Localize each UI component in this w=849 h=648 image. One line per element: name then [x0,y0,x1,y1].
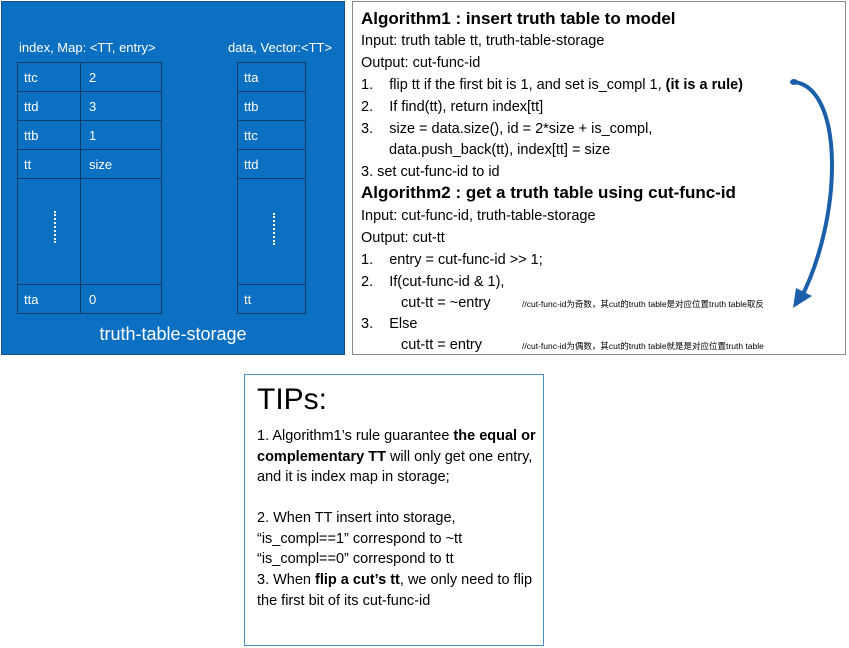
algorithm1-output: Output: cut-func-id [361,55,481,71]
algorithm1-step4: 3. set cut-func-id to id [361,164,500,180]
tip-1-rest: will only get one entry, and it is index… [257,448,533,486]
map-last-key: tta [24,291,39,307]
algorithm1-title: Algorithm1 : insert truth table to model [361,9,676,28]
index-map-table: ttc 2 ttd 3 ttb 1 tt size tta 0 [17,62,162,314]
truth-table-storage-panel: index, Map: <TT, entry> data, Vector:<TT… [1,1,345,355]
vector-ellipsis [273,213,278,245]
vector-caption: data, Vector:<TT> [228,40,333,55]
algorithm2-step3-comment: //cut-func-id为偶数，其cut的truth table就是是对应位置… [522,341,764,351]
algorithm1-step3-cont: data.push_back(tt), index[tt] = size [389,142,611,158]
vector-row-1: tta [238,63,305,92]
map-row-2-value: 3 [81,92,161,121]
tip-3: 3. When flip a cut’s tt, we only need to… [257,570,537,611]
map-caption: index, Map: <TT, entry> [19,40,156,55]
step-text: flip tt if the first bit is 1, and set i… [389,77,666,93]
algorithm2-title: Algorithm2 : get a truth table using cut… [361,183,736,202]
algorithms-panel: Algorithm1 : insert truth table to model… [352,1,846,355]
map-row-3-key: ttb [18,121,80,150]
tips-panel: TIPs: 1. Algorithm1’s rule guarantee the… [244,374,544,646]
tip-1-bold: the equal or complementary TT [257,428,536,465]
step-number: 2. [361,274,374,290]
algorithm2-step2-cont: cut-tt = ~entry [401,295,491,311]
algorithm1-step1: 1. flip tt if the first bit is 1, and se… [361,75,743,95]
step-number: 1. [361,77,374,93]
algorithm2-step3: 3. Else [361,314,417,334]
vector-last: tt [244,291,252,307]
step-text: size = data.size(), id = 2*size + is_com… [389,121,653,137]
algorithm2-step2-comment: //cut-func-id为奇数，其cut的truth table是对应位置tr… [522,299,764,309]
map-row-4-value: size [81,150,161,179]
tip-1-text: 1. Algorithm1’s rule guarantee [257,428,454,444]
step-number: 3. [361,316,374,332]
step-number: 2. [361,99,374,115]
algorithm1-step3: 3. size = data.size(), id = 2*size + is_… [361,119,652,139]
map-row-4-key: tt [18,150,80,179]
tip-3-text: 3. When [257,572,316,588]
map-row-2-key: ttd [18,92,80,121]
map-last-value: 0 [89,291,97,307]
map-row-1-key: ttc [18,63,80,92]
tip-3-bold: flip a cut’s tt [315,572,400,588]
vector-row-3: ttc [238,121,305,150]
tips-title: TIPs: [257,383,328,416]
rule-note: (it is a rule) [665,77,743,93]
algorithm1-step2: 2. If find(tt), return index[tt] [361,97,543,117]
tip-1: 1. Algorithm1’s rule guarantee the equal… [257,426,537,488]
algorithm2-input: Input: cut-func-id, truth-table-storage [361,208,596,224]
tip-3-rest: , we only need to flip the first bit of … [257,572,533,609]
map-ellipsis [54,211,59,243]
step-text: entry = cut-func-id >> 1; [389,252,543,268]
storage-title: truth-table-storage [99,324,247,344]
step-text: If(cut-func-id & 1), [389,274,505,290]
map-row-3-value: 1 [81,121,161,150]
algorithm2-step1: 1. entry = cut-func-id >> 1; [361,250,543,270]
algorithm2-step3-cont: cut-tt = entry [401,337,482,353]
algorithm2-step2: 2. If(cut-func-id & 1), [361,272,504,292]
data-vector-table: tta ttb ttc ttd tt [237,62,306,314]
step-number: 3. [361,121,374,137]
step-number: 1. [361,252,374,268]
vector-row-2: ttb [238,92,305,121]
algorithm1-input: Input: truth table tt, truth-table-stora… [361,33,605,49]
step-text: Else [389,316,418,332]
step-text: If find(tt), return index[tt] [389,99,544,115]
map-row-1-value: 2 [81,63,161,92]
vector-row-4: ttd [238,150,305,179]
algorithm2-output: Output: cut-tt [361,230,445,246]
tip-2: 2. When TT insert into storage, “is_comp… [257,510,463,567]
